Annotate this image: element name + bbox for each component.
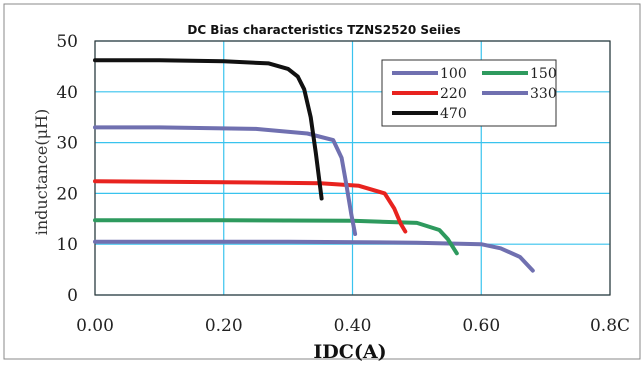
y-tick-label: 20 — [56, 184, 78, 204]
x-tick-label: 0.60 — [462, 316, 500, 336]
y-tick-label: 50 — [56, 32, 78, 52]
x-tick-label: 0.8C — [590, 316, 630, 336]
y-axis-label: inductance(μH) — [32, 109, 51, 235]
series-line-330 — [93, 125, 358, 236]
series-line-220 — [93, 179, 408, 234]
y-tick-label: 40 — [56, 83, 78, 103]
legend-label-330: 330 — [530, 86, 557, 102]
legend-label-470: 470 — [440, 106, 467, 122]
series-line-100 — [93, 239, 535, 273]
legend: 100 150 220 330 470 — [381, 59, 557, 127]
x-axis-label: IDC(A) — [313, 341, 386, 363]
series-line-150 — [93, 218, 459, 256]
y-tick-label: 30 — [56, 134, 78, 154]
x-tick-label: 0.00 — [76, 316, 114, 336]
plot-frame — [94, 40, 611, 296]
series-lines — [93, 58, 535, 273]
x-tick-label: 0.40 — [334, 316, 372, 336]
legend-label-220: 220 — [440, 86, 467, 102]
y-tick-label: 10 — [56, 235, 78, 255]
tick-labels: 0.00 0.20 0.40 0.60 0.8C 0 10 20 30 40 50 — [56, 32, 630, 336]
legend-label-100: 100 — [440, 66, 467, 82]
chart-title: DC Bias characteristics TZNS2520 Seiies — [187, 23, 460, 37]
x-tick-label: 0.20 — [205, 316, 243, 336]
y-tick-label: 0 — [67, 286, 78, 306]
legend-label-150: 150 — [530, 66, 557, 82]
chart-border — [3, 3, 641, 360]
series-line-470 — [93, 58, 324, 201]
